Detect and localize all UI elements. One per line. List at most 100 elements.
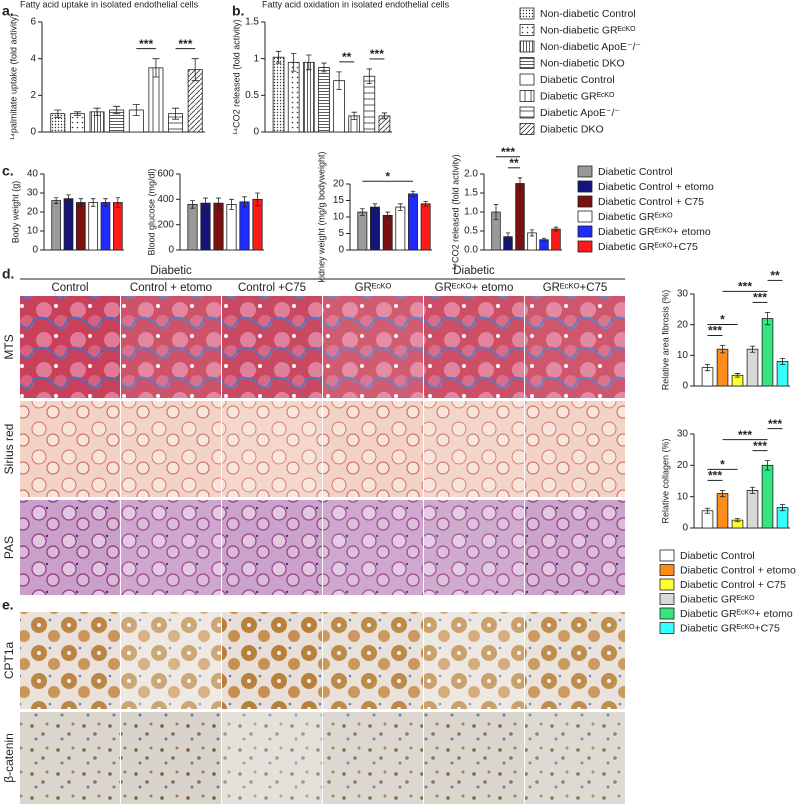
y-tick-label: 2.0 [464,169,478,180]
error-bar [505,232,511,241]
micrograph-shade [424,500,524,595]
y-axis-label: Relative collagen (%) [660,438,670,523]
error-bar [734,518,741,523]
y-tick-label: 6 [30,17,36,28]
bar [69,113,85,133]
bar [761,318,774,387]
significance-label: * [720,313,725,327]
error-bar [529,229,535,237]
significance-label: *** [753,291,767,305]
error-bar [90,198,96,207]
y-tick-label: 20 [677,319,689,330]
y-tick-label: 20 [677,460,689,471]
micrograph [525,612,625,709]
y-tick-label: 0 [32,245,38,256]
bar [515,183,525,251]
legend-swatch [577,240,593,253]
panel-letter: b. [232,3,244,19]
bar [761,464,774,529]
bar [200,202,211,251]
legend-label: Diabetic GRᴱᶜᴷᴼ+C75 [598,241,698,253]
bar [88,202,99,251]
column-label: GRᴱᶜᴷᴼ+ etomo [435,282,514,294]
legend-swatch [659,607,675,620]
bar [302,61,315,133]
legend-label: Diabetic DKO [540,123,604,135]
legend-label: Diabetic GRᴱᶜᴷᴼ [598,211,673,223]
micrographs [20,296,625,804]
y-axis-label: kidney weight (mg/g bodyweight) [316,151,326,282]
error-bar [719,490,726,498]
legend-label: Diabetic GRᴱᶜᴷᴼ [680,593,755,605]
error-bar [216,197,221,209]
micrograph-shade [525,612,625,709]
error-bar [103,198,108,207]
bar [100,202,111,251]
y-tick-label: 30 [27,188,39,199]
bar [213,202,224,251]
micrograph [20,401,120,497]
y-tick-label: 0 [168,245,174,256]
error-bar [704,507,711,514]
bar [363,75,376,133]
y-axis-label: Relative area fibrosis (%) [660,290,670,391]
error-bar [242,196,247,208]
bar [252,198,263,251]
micrograph-shade [222,401,322,497]
micrograph [424,612,524,709]
error-bar [517,177,523,190]
micrograph [222,612,322,709]
error-bar [423,201,428,207]
y-tick-label: 400 [157,194,174,205]
y-tick-label: 0 [30,127,36,138]
micrograph-shade [525,712,625,804]
micrograph-shade [323,500,423,595]
error-bar [73,111,81,116]
bar [776,361,789,387]
legend-swatch [577,165,593,178]
error-bar [132,104,140,116]
bar [370,206,380,251]
micrograph [323,612,423,709]
legend-swatch [659,564,675,576]
error-bar [410,190,416,197]
legend-label: Diabetic ApoE⁻/⁻ [540,107,620,119]
y-tick-label: 600 [157,169,174,180]
bar [395,206,406,251]
panel-letter: e. [2,597,14,613]
bar [746,348,759,387]
bar [63,198,74,251]
micrograph [323,296,423,398]
panel-letter: a. [2,3,14,19]
bar [357,211,368,251]
error-bar [113,105,121,115]
significance-label: *** [738,428,752,442]
legend-swatch [659,549,675,562]
y-axis-label: Body weight (g) [10,181,20,244]
micrograph [323,712,423,804]
micrograph-shade [121,296,221,398]
y-tick-label: 0 [682,381,688,392]
micrograph [222,296,322,398]
error-bar [779,504,786,512]
micrograph [121,500,221,595]
column-label: GRᴱᶜᴷᴼ [355,282,392,294]
bar [318,67,330,133]
error-bar [190,200,195,209]
error-bar [172,107,180,120]
bar [408,193,418,251]
bar [51,200,62,251]
legend-swatch [577,180,593,193]
significance-label: *** [501,145,515,159]
bar [239,201,250,251]
bar [746,489,759,529]
legend-swatch [519,123,535,135]
error-bar [115,197,121,208]
column-label: Control +C75 [238,282,306,294]
significance-label: ** [770,269,780,283]
error-bar [749,345,756,353]
micrograph-shade [222,296,322,398]
legend-swatch [519,106,535,119]
error-bar [152,58,160,78]
